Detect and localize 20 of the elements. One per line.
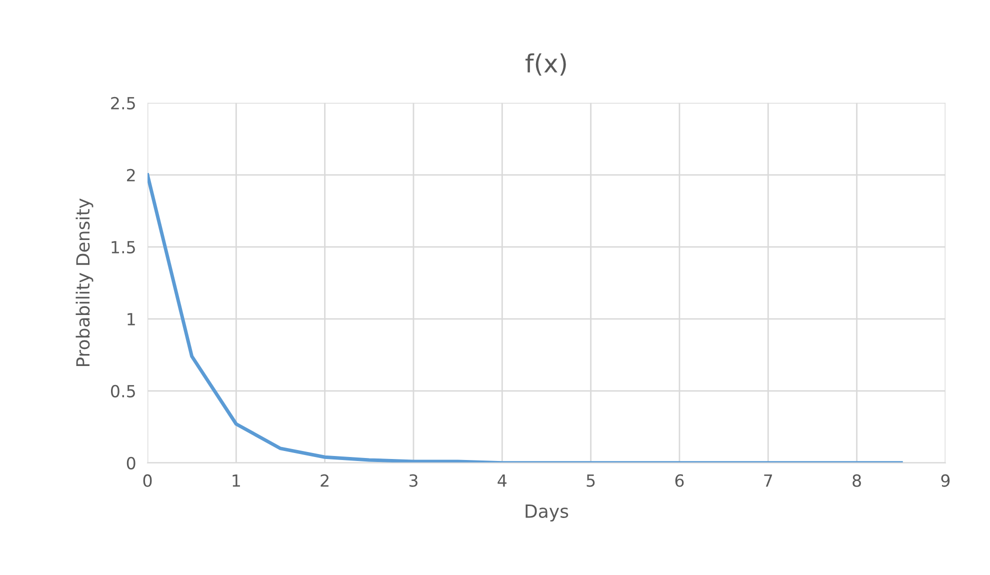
x-tick-label: 6 (675, 474, 684, 487)
x-tick-label: 8 (852, 474, 861, 487)
y-tick-label: 0.5 (110, 384, 135, 398)
x-tick-label: 5 (586, 474, 595, 487)
y-tick-label: 2.5 (111, 96, 135, 110)
chart-title: f(x) (526, 53, 566, 76)
y-tick-label: 0 (126, 456, 136, 470)
x-tick-label: 3 (409, 474, 418, 487)
y-tick-label: 1.5 (112, 241, 135, 254)
x-tick-label: 0 (143, 474, 152, 487)
y-tick-label: 2 (127, 168, 135, 182)
y-tick-label: 1 (128, 313, 135, 326)
x-tick-label: 1 (232, 474, 240, 487)
x-tick-label: 9 (941, 474, 950, 487)
x-axis-title: Days (526, 504, 568, 522)
y-axis-title: Probability Density (76, 198, 94, 366)
x-tick-label: 4 (498, 474, 507, 487)
x-tick-label: 7 (764, 474, 772, 487)
x-tick-label: 2 (320, 474, 328, 487)
line-series (148, 173, 903, 463)
